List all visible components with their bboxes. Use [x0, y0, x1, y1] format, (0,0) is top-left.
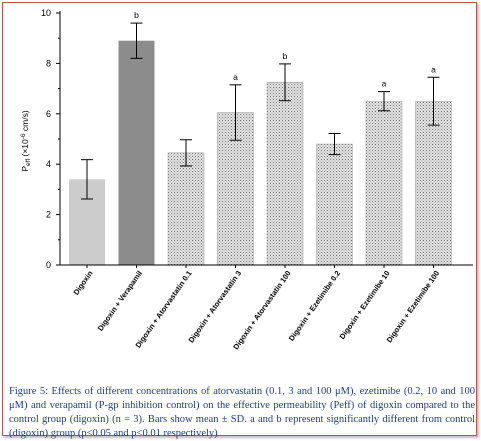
bar — [118, 40, 155, 265]
x-category-label: Digoxin — [71, 269, 94, 297]
y-tick-label: 0 — [46, 260, 51, 270]
significance-label: b — [134, 10, 139, 20]
x-category-label: Digoxin + Verapamil — [96, 269, 144, 333]
significance-label: b — [283, 51, 288, 61]
y-tick-label: 10 — [41, 8, 51, 18]
y-tick-label: 4 — [46, 159, 51, 169]
x-category-label: Digoxin + Atorvastatin 0.1 — [133, 269, 193, 350]
bar — [316, 143, 353, 266]
x-category-label: Digoxin + Ezetimibe 10 — [338, 269, 392, 341]
y-axis: 0 2 4 6 8 10 — [41, 8, 61, 270]
y-tick-label: 8 — [46, 58, 51, 68]
bar — [167, 152, 205, 266]
figure-frame: b a b a a 0 2 4 6 8 10 Digoxin Digoxin + Verapamil… — [2, 2, 477, 439]
significance-label: a — [431, 64, 436, 74]
figure-caption: Figure 5: Effects of different concentra… — [9, 386, 475, 439]
bar-chart: b a b a a 0 2 4 6 8 10 Digoxin Digoxin + Verapamil… — [20, 8, 473, 351]
x-category-label: Digoxin + Atorvastatin 3 — [187, 269, 244, 344]
y-tick-label: 6 — [46, 109, 51, 119]
plot-area: b a b a a — [69, 10, 452, 266]
bar — [266, 82, 304, 266]
y-axis-title: Peff (×10-6 cm/s) — [20, 110, 32, 171]
x-category-label: Digoxin + Atorvastatin 100 — [231, 269, 292, 351]
significance-label: a — [382, 79, 387, 89]
y-tick-label: 2 — [46, 210, 51, 220]
bar — [415, 100, 452, 266]
x-category-label: Digoxin + Ezetimibe 0.2 — [287, 269, 342, 343]
x-category-label: Digoxin + Ezetimibe 100 — [385, 269, 442, 344]
bar — [365, 100, 403, 266]
significance-label: a — [233, 72, 238, 82]
